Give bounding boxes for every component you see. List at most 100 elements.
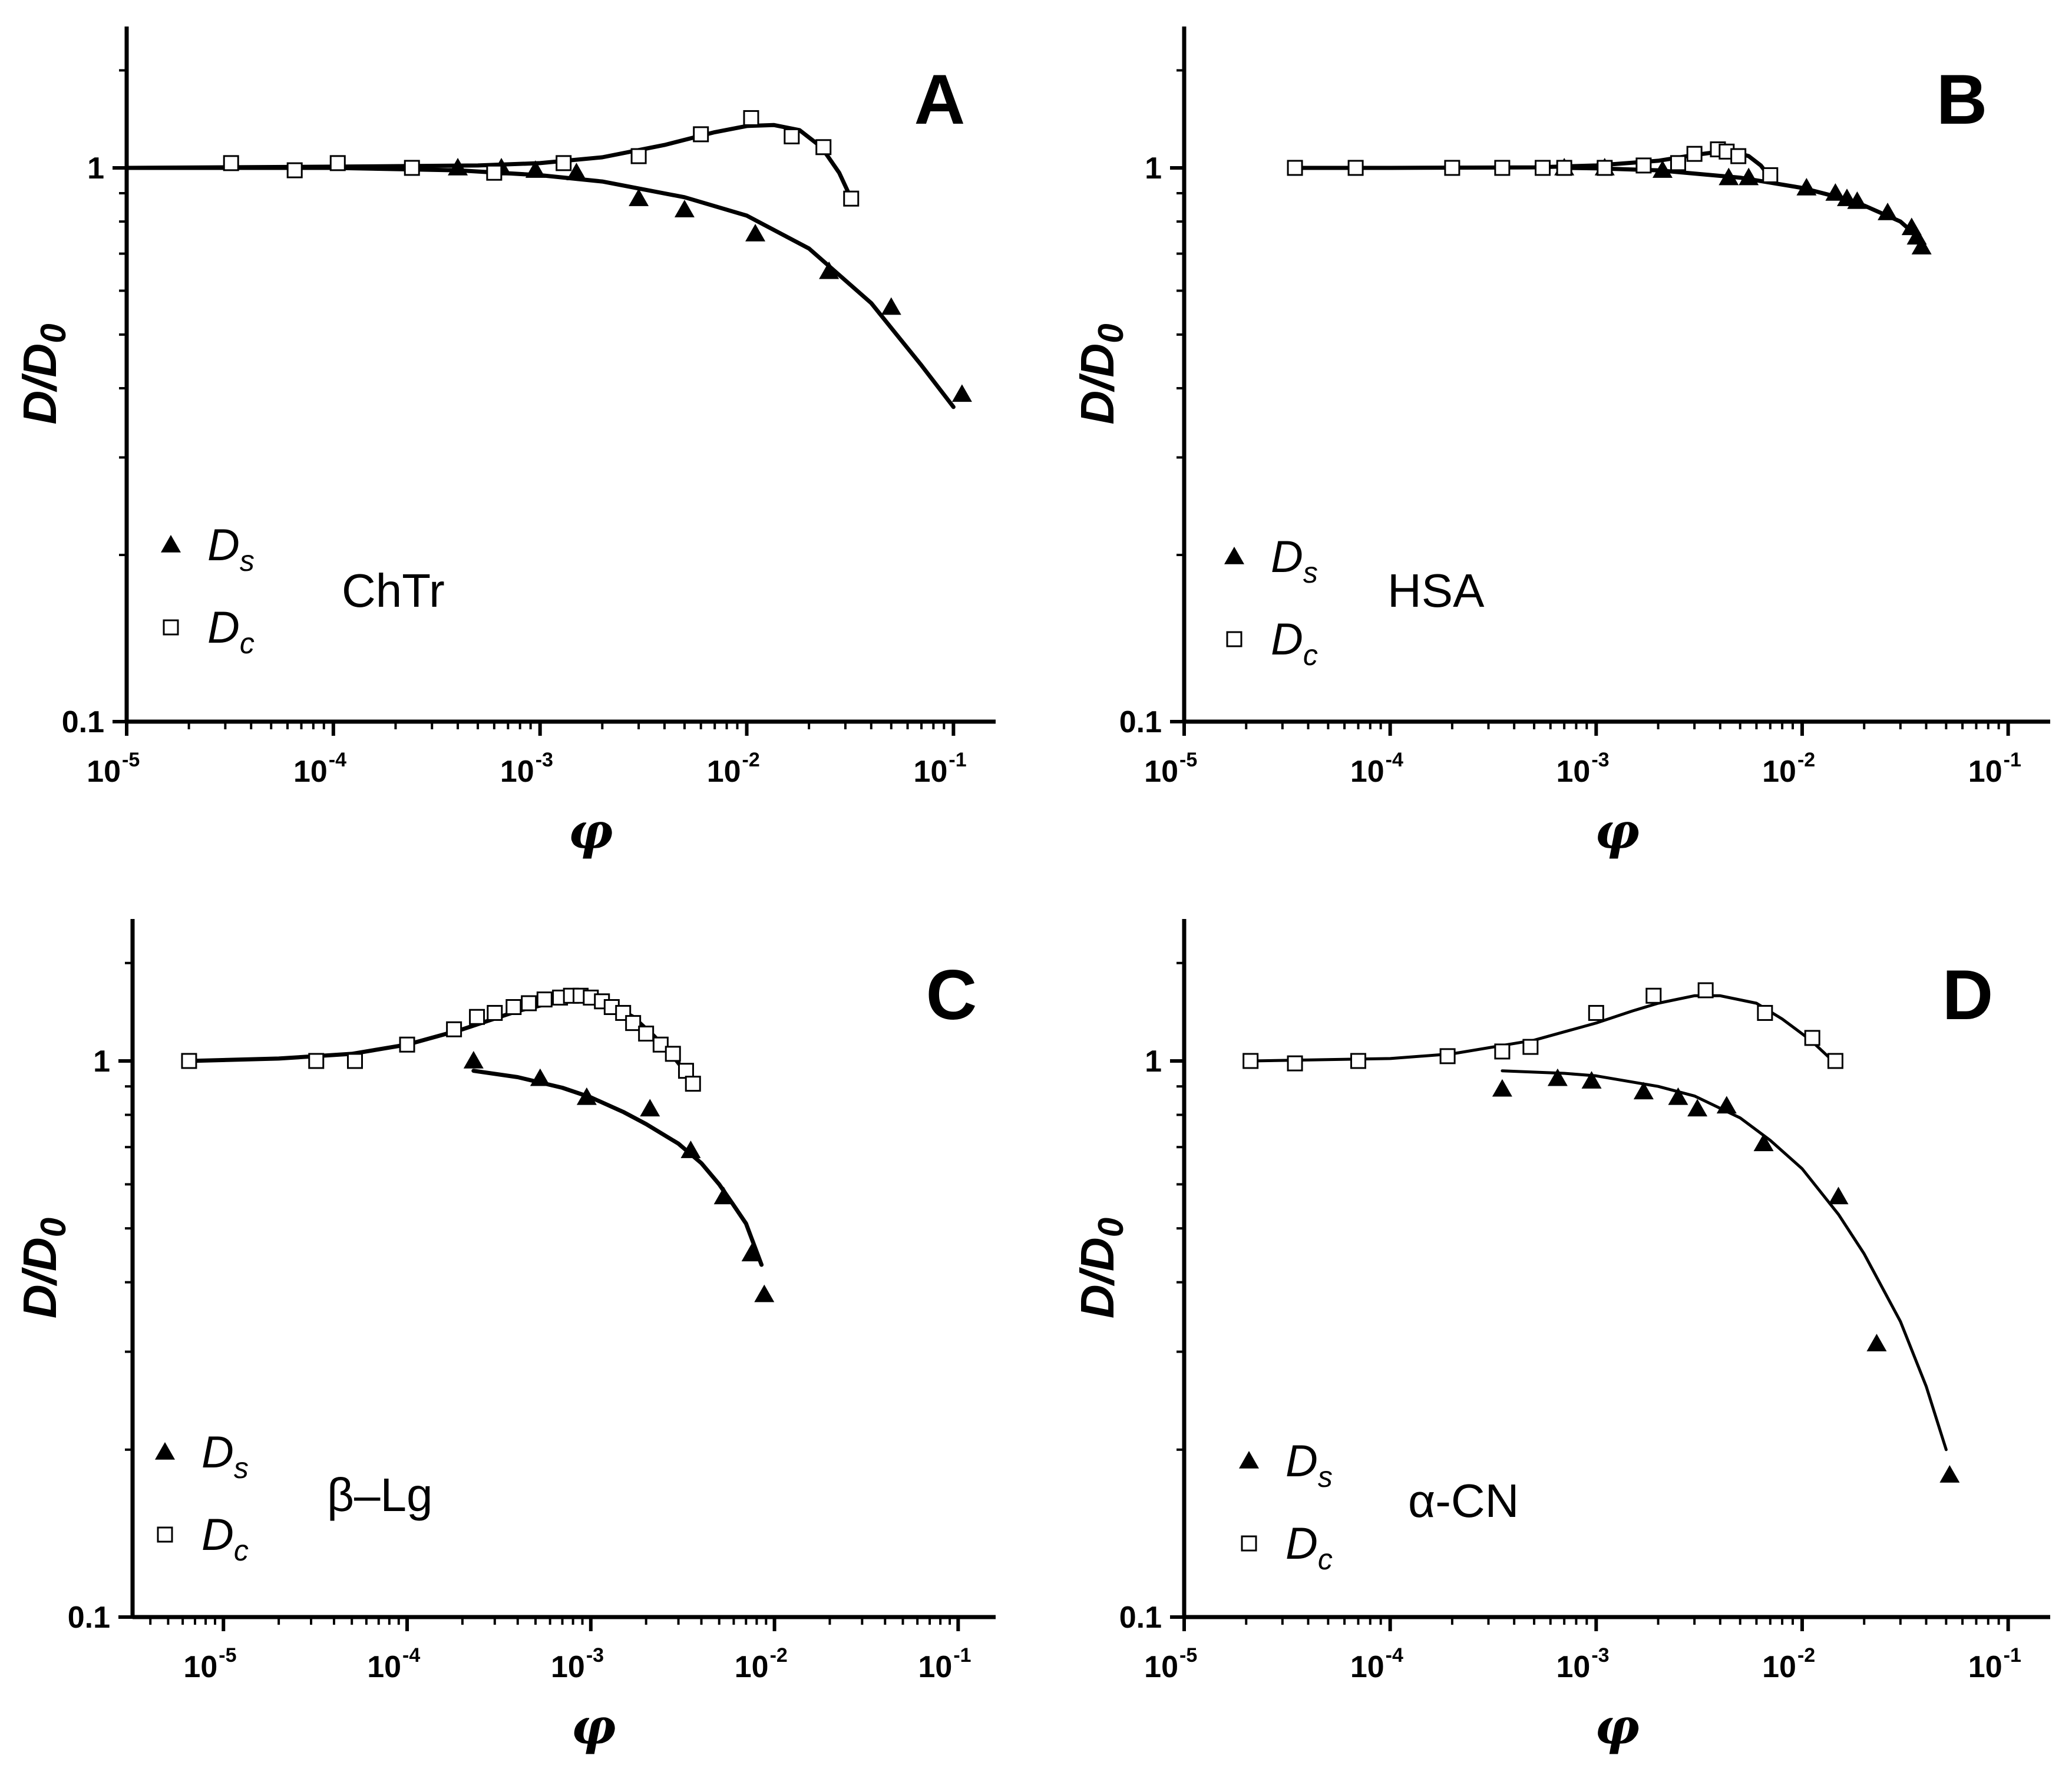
data-point-dc (521, 995, 537, 1011)
sample-label: β–Lg (327, 1469, 433, 1521)
x-tick-exponent: -1 (953, 1644, 971, 1667)
x-axis-label: φ (568, 802, 613, 860)
data-point-dc (1556, 160, 1572, 176)
data-point-ds (525, 160, 546, 178)
data-point-ds (640, 1099, 660, 1117)
x-tick-label: 10 (1350, 755, 1384, 789)
data-point-ds (881, 297, 901, 315)
data-point-ds (566, 163, 587, 180)
legend-label-ds: Ds (201, 1427, 249, 1485)
data-point-ds (754, 1284, 775, 1302)
x-tick-base: 10 (500, 755, 534, 789)
data-point-ds (680, 1140, 701, 1158)
legend-marker-dc (163, 619, 179, 636)
fit-curve-ds (124, 166, 956, 409)
panel-letter: B (1936, 60, 1988, 139)
y-tick-label-0-1: 0.1 (62, 705, 104, 739)
legend-marker-ds (1224, 547, 1244, 564)
data-point-dc (536, 991, 553, 1008)
data-point-dc (486, 164, 503, 181)
x-tick-base: 10 (1350, 755, 1384, 789)
data-point-ds (576, 1087, 597, 1105)
x-tick-base: 10 (1144, 1650, 1178, 1684)
x-tick-base: 10 (293, 755, 328, 789)
legend-ds-sub: s (1318, 1460, 1333, 1493)
data-point-ds (1753, 1133, 1774, 1152)
legend-marker-dc (157, 1526, 173, 1543)
x-axis-label: φ (571, 1697, 616, 1756)
data-point-dc (556, 155, 572, 171)
x-tick-label: 10 (1144, 1650, 1178, 1684)
legend-ds-main: D (207, 520, 240, 570)
x-tick-exponent: -5 (1179, 1644, 1197, 1667)
y-tick-label-1: 1 (93, 1044, 110, 1079)
data-point-ds (1866, 1334, 1887, 1351)
data-point-dc (1347, 160, 1364, 176)
data-point-dc (329, 155, 346, 171)
x-tick-base: 10 (735, 1650, 769, 1684)
legend-marker-ds (155, 1442, 175, 1460)
y-axis-label-sub: 0 (34, 323, 73, 343)
x-tick-label: 10 (183, 1650, 217, 1684)
data-point-dc (625, 1015, 642, 1032)
panel-letter: D (1942, 956, 1994, 1034)
x-tick-label: 10 (735, 1650, 769, 1684)
y-axis-label-sub: 0 (1091, 323, 1131, 343)
x-tick-exponent: -5 (122, 749, 140, 771)
x-tick-exponent: -4 (402, 1644, 420, 1667)
legend-label-ds: Ds (1271, 532, 1318, 589)
x-tick-exponent: -5 (1179, 749, 1197, 771)
data-point-ds (1847, 191, 1868, 209)
legend-label-dc: Dc (201, 1510, 249, 1567)
data-point-dc (1635, 157, 1652, 174)
x-tick-exponent: -1 (949, 749, 966, 771)
legend-dc-sub: c (1318, 1543, 1333, 1576)
x-tick-label: 10 (1350, 1650, 1384, 1684)
x-tick-exponent: -3 (1591, 1644, 1609, 1667)
data-point-dc (1287, 1055, 1303, 1072)
data-point-ds (1796, 178, 1817, 196)
legend-label-dc: Dc (1286, 1519, 1333, 1576)
y-axis-label: D/D0 (14, 1218, 73, 1318)
y-axis-label-sub: 0 (1091, 1218, 1131, 1237)
data-point-dc (638, 1026, 655, 1042)
data-point-ds (1911, 237, 1932, 254)
x-tick-base: 10 (1968, 1650, 2002, 1684)
y-axis-label-main: D/D (1071, 1237, 1123, 1318)
data-point-ds (741, 1244, 762, 1262)
y-tick-label-0-1: 0.1 (1119, 1601, 1162, 1635)
data-point-ds (1878, 203, 1898, 220)
data-point-ds (1739, 167, 1759, 186)
y-axis-label-main: D/D (1071, 343, 1123, 425)
data-point-dc (678, 1063, 694, 1079)
data-point-ds (1581, 1071, 1602, 1089)
x-tick-base: 10 (1350, 1650, 1384, 1684)
fit-curve-ds (1501, 1069, 1948, 1452)
x-tick-exponent: -4 (329, 749, 346, 771)
x-tick-label: 10 (918, 1650, 953, 1684)
data-point-ds (1492, 1079, 1512, 1097)
data-point-ds (1939, 1465, 1960, 1483)
legend-ds-sub: s (234, 1452, 249, 1485)
data-point-dc (1804, 1030, 1820, 1046)
x-tick-base: 10 (707, 755, 741, 789)
data-point-dc (815, 139, 832, 156)
data-point-dc (1757, 1004, 1773, 1021)
y-tick-label-1: 1 (1145, 151, 1162, 186)
data-point-dc (446, 1021, 462, 1037)
data-point-dc (1522, 1039, 1539, 1055)
panel-letter: A (914, 60, 966, 139)
data-point-ds (1716, 1096, 1737, 1114)
legend-ds-main: D (1286, 1436, 1318, 1486)
data-point-dc (308, 1053, 325, 1069)
data-point-dc (1439, 1048, 1456, 1064)
y-axis-label-main: D/D (14, 343, 66, 425)
x-tick-label: 10 (367, 1650, 401, 1684)
data-point-ds (745, 224, 766, 242)
data-point-ds (951, 384, 972, 402)
x-tick-exponent: -4 (1386, 1644, 1403, 1667)
legend-marker-dc (1241, 1535, 1257, 1552)
